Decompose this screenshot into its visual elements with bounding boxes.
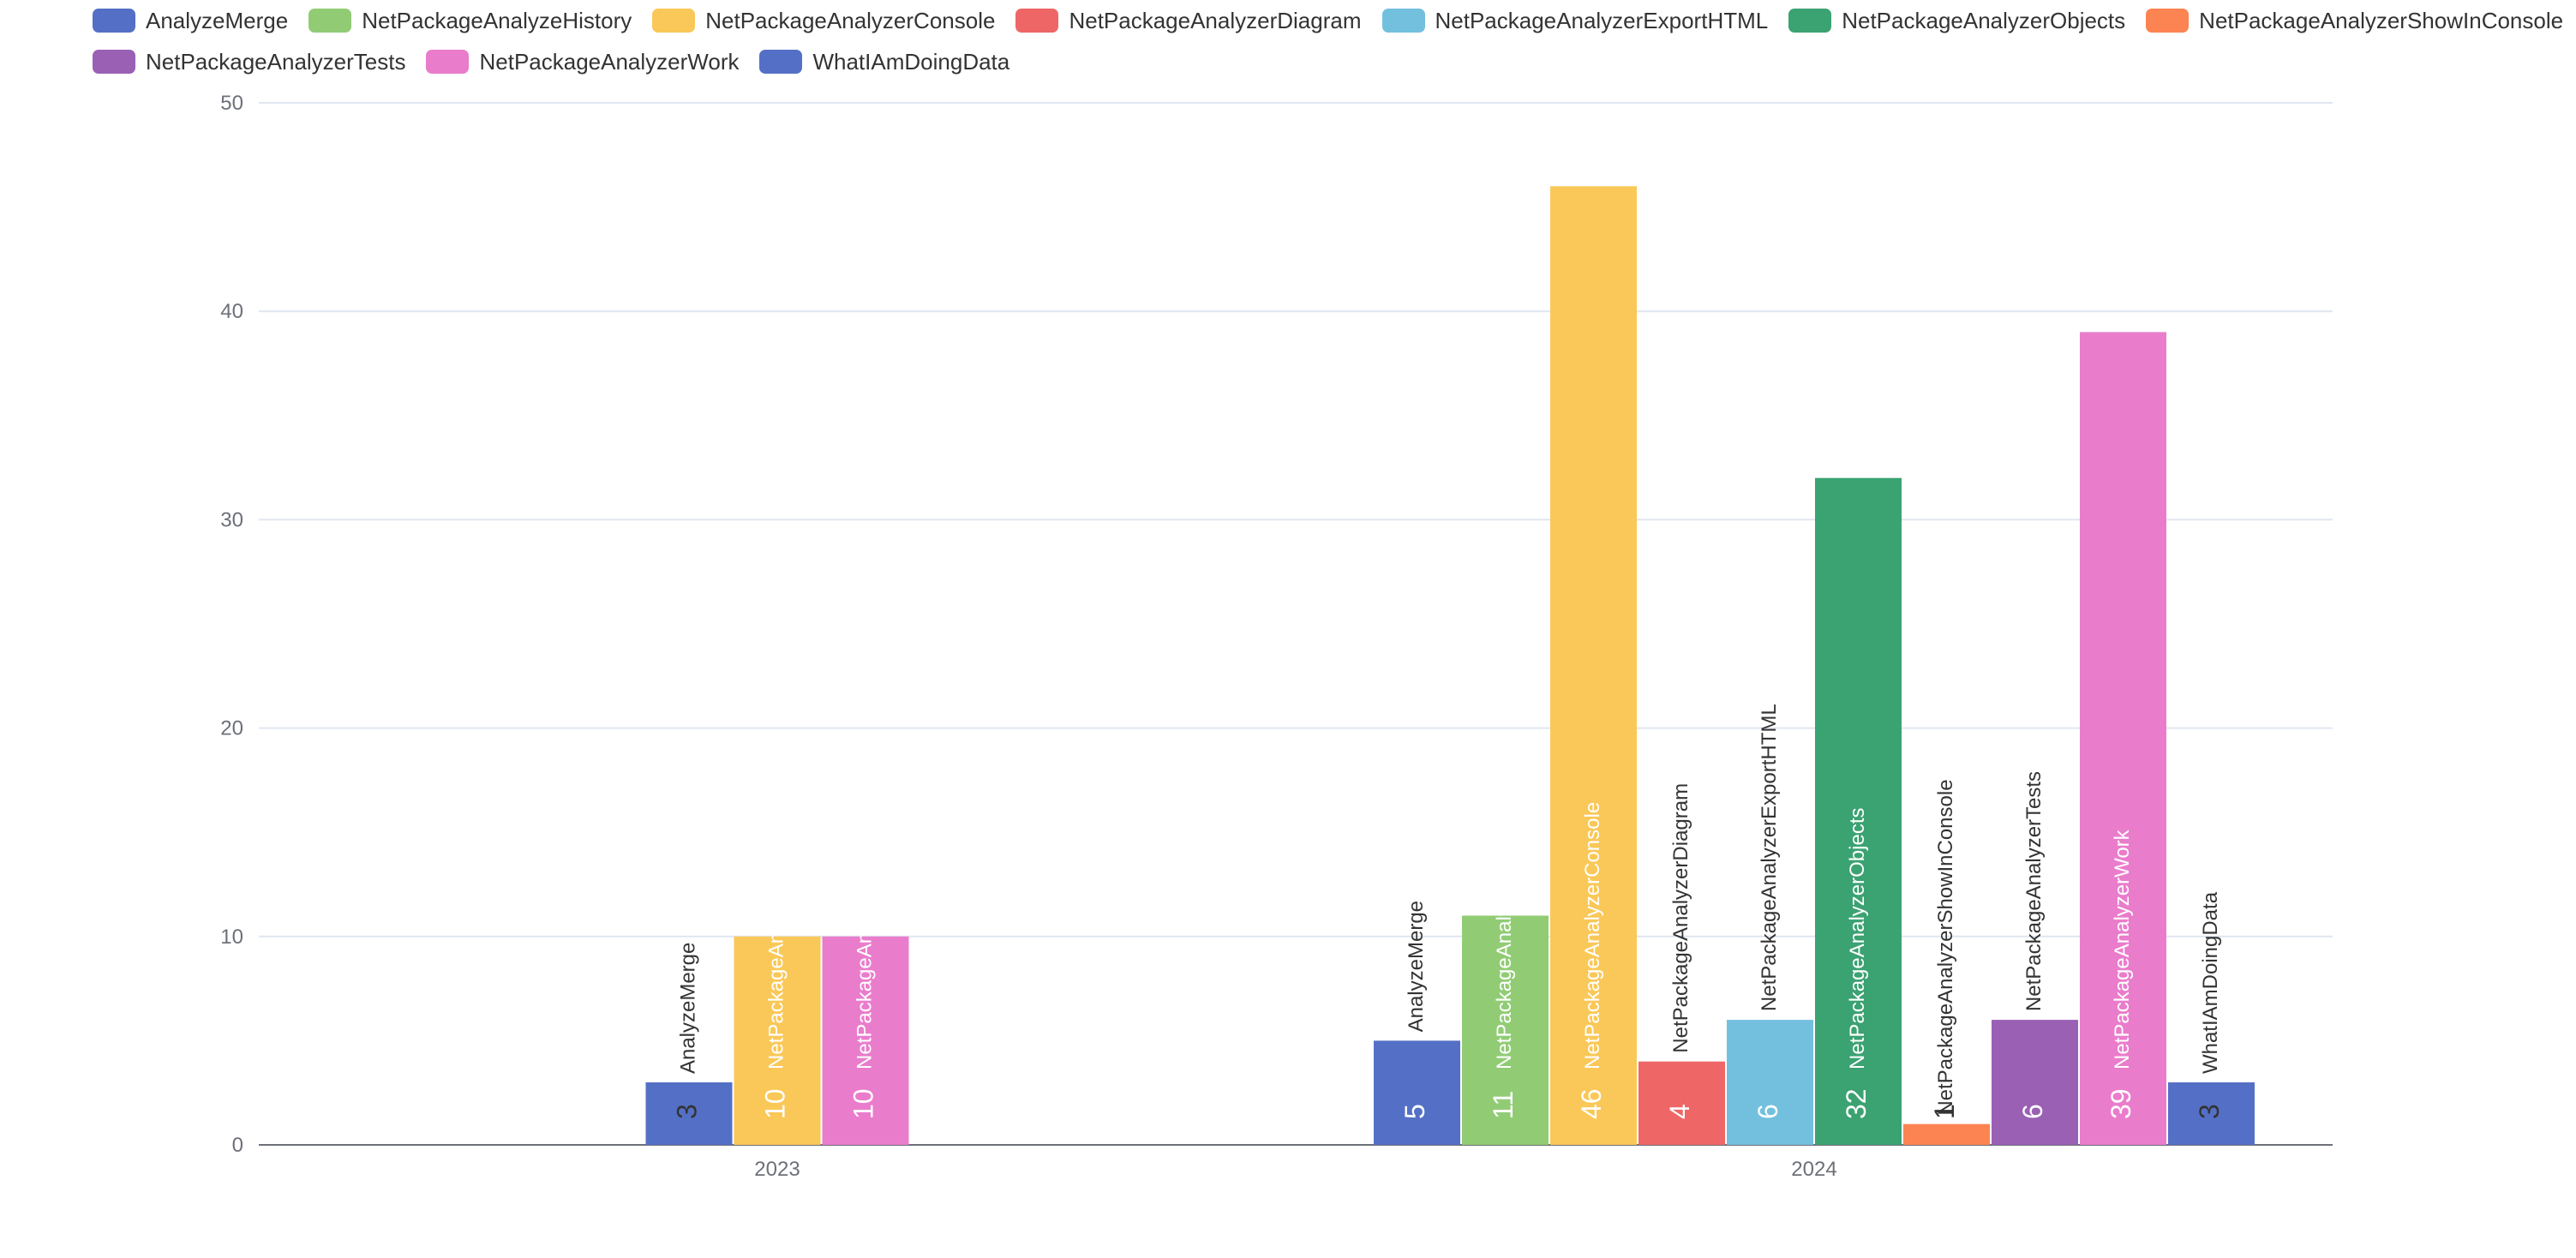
legend-swatch [309,9,352,33]
bar-netpackageanalyzerwork-2024[interactable] [2080,332,2166,1145]
legend-label: WhatIAmDoingData [812,48,1010,75]
bar-netpackageanalyzertests-2024[interactable] [1992,1020,2078,1145]
legend-item-netpackageanalyzerconsole[interactable]: NetPackageAnalyzerConsole [652,8,995,34]
legend-label: NetPackageAnalyzerDiagram [1069,7,1362,33]
bar-series-label: NetPackageAnalyzerDiagram [1669,783,1692,1053]
legend-label: NetPackageAnalyzeHistory [362,7,632,33]
axes: 0 10 20 30 40 50 2023 2024 [220,92,2333,1181]
bar-netpackageanalyzehistory-2024[interactable] [1462,915,1549,1145]
bar-series-label: AnalyzeMerge [676,943,699,1074]
legend-label: NetPackageAnalyzerConsole [705,7,996,33]
bar-series-label: NetPackageAnalyzerExportHTML [1758,704,1781,1011]
bar-whatiamdoingdata-2024[interactable] [2168,1082,2255,1145]
bar-value-label: 10 [759,1088,790,1119]
bar-value-label: 6 [1752,1104,1783,1119]
y-tick-label: 0 [232,1134,243,1157]
bar-series-label: NetPackageAnalyzerConsole [1581,802,1604,1069]
grid-lines [259,102,2333,938]
y-tick-label: 50 [220,92,243,115]
bar-labels: 3 AnalyzeMerge 10 NetPackageAnalyzerConsole… [671,704,2225,1119]
y-tick-label: 20 [220,717,243,740]
bar-analyzemerge-2024[interactable] [1374,1040,1460,1145]
legend-label: NetPackageAnalyzerShowInConsole [2199,7,2564,33]
legend-item-netpackageanalyzerdiagram[interactable]: NetPackageAnalyzerDiagram [1015,7,1362,34]
legend-item-netpackageanalyzerexporthtml[interactable]: NetPackageAnalyzerExportHTML [1381,7,1769,34]
bar-analyzemerge-2023[interactable] [645,1082,733,1145]
legend-label: NetPackageAnalyzerObjects [1842,7,2126,33]
bars [645,186,2255,1145]
bar-netpackageanalyzershowinconsole-2024[interactable] [1903,1123,1990,1145]
y-tick-label: 40 [220,300,243,323]
bar-series-label: WhatIAmDoingData [2199,891,2222,1074]
legend-swatch [93,9,135,33]
bar-value-label: 5 [1399,1104,1430,1119]
legend-swatch [93,50,135,74]
bar-value-label: 46 [1576,1088,1607,1119]
legend-item-whatiamdoingdata[interactable]: WhatIAmDoingData [759,49,1009,75]
legend-label: NetPackageAnalyzerWork [479,48,740,75]
bar-value-label: 3 [671,1104,702,1119]
bar-series-label: NetPackageAnalyzerConsole [764,802,788,1069]
bar-netpackageanalyzerconsole-2024[interactable] [1550,186,1637,1145]
legend-swatch [1015,9,1059,33]
bar-series-label: NetPackageAnalyzerWork [853,829,876,1069]
y-tick-label: 10 [220,926,243,949]
x-tick-label: 2024 [1791,1158,1836,1181]
legend-swatch [1381,9,1425,33]
legend-label: AnalyzeMerge [146,7,289,33]
legend-label: NetPackageAnalyzerTests [146,48,406,75]
legend-row-1: AnalyzeMerge NetPackageAnalyzeHistory Ne… [93,0,2563,41]
bar-value-label: 4 [1664,1104,1695,1119]
legend-item-analyzemerge[interactable]: AnalyzeMerge [93,8,288,34]
legend-swatch [759,50,803,74]
bar-value-label: 1 [1929,1104,1960,1119]
bar-series-label: NetPackageAnalyzerTests [2022,771,2046,1011]
chart-legend: AnalyzeMerge NetPackageAnalyzeHistory Ne… [93,0,2563,82]
legend-swatch [652,9,696,33]
bar-value-label: 3 [2194,1104,2225,1119]
legend-item-netpackageanalyzertests[interactable]: NetPackageAnalyzerTests [93,49,405,75]
bar-value-label: 10 [848,1088,878,1119]
legend-label: NetPackageAnalyzerExportHTML [1435,7,1769,33]
legend-swatch [426,50,470,74]
legend-swatch [1788,9,1832,33]
bar-netpackageanalyzerexporthtml-2024[interactable] [1727,1020,1813,1145]
bar-series-label: NetPackageAnalyzerObjects [1846,808,1869,1069]
legend-item-netpackageanalyzerobjects[interactable]: NetPackageAnalyzerObjects [1788,8,2125,34]
legend-swatch [2146,9,2190,33]
bar-netpackageanalyzerwork-2023[interactable] [822,936,909,1145]
bar-series-label: AnalyzeMerge [1405,901,1428,1032]
bar-series-label: NetPackageAnalyzerShowInConsole [1934,779,1957,1115]
legend-item-netpackageanalyzerwork[interactable]: NetPackageAnalyzerWork [426,49,739,75]
legend-item-netpackageanalyzehistory[interactable]: NetPackageAnalyzeHistory [309,8,632,34]
bar-series-label: NetPackageAnalyzeHistory [1493,820,1516,1069]
bar-value-label: 6 [2017,1104,2048,1119]
bar-netpackageanalyzerdiagram-2024[interactable] [1638,1061,1725,1145]
x-tick-label: 2023 [754,1158,800,1181]
y-tick-label: 30 [220,508,243,531]
bar-value-label: 39 [2106,1088,2136,1119]
bar-netpackageanalyzerconsole-2023[interactable] [734,936,821,1145]
bar-series-label: NetPackageAnalyzerWork [2111,829,2134,1069]
legend-row-2: NetPackageAnalyzerTests NetPackageAnalyz… [93,41,2561,82]
bar-netpackageanalyzerobjects-2024[interactable] [1815,477,1902,1145]
bar-value-label: 32 [1841,1088,1872,1119]
bar-value-label: 11 [1488,1091,1519,1119]
legend-item-netpackageanalyzershowinconsole[interactable]: NetPackageAnalyzerShowInConsole [2146,8,2563,34]
